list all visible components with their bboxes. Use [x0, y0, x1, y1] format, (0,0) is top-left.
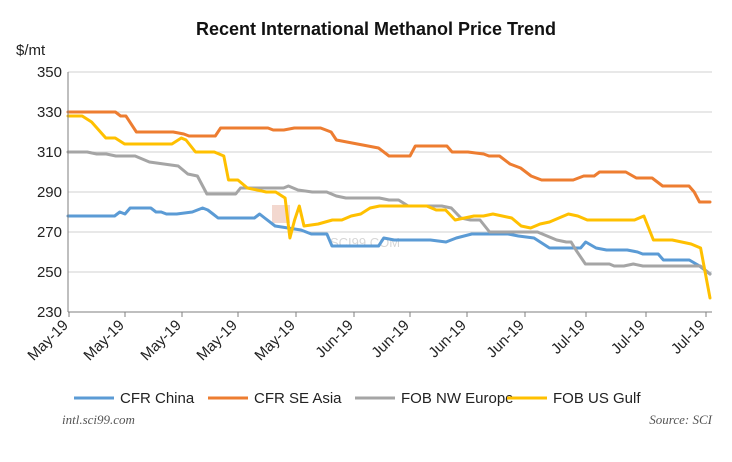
axes — [67, 72, 712, 313]
y-tick-label: 290 — [37, 184, 62, 201]
series-line-cfr-se-asia — [66, 110, 712, 204]
y-tick-label: 310 — [37, 144, 62, 161]
y-tick-label: 270 — [37, 224, 62, 241]
legend-label: CFR SE Asia — [254, 390, 342, 407]
series-line-cfr-china — [66, 206, 712, 276]
y-tick-label: 250 — [37, 264, 62, 281]
y-axis-label: $/mt — [16, 42, 46, 59]
footer-source: Source: SCI — [649, 412, 712, 427]
legend-label: FOB NW Europe — [401, 390, 514, 407]
watermark-text: SCI99.COM — [330, 235, 400, 250]
series-lines — [66, 110, 712, 300]
legend-label: FOB US Gulf — [553, 390, 641, 407]
y-tick-label: 350 — [37, 64, 62, 81]
legend-label: CFR China — [120, 390, 195, 407]
chart-title: Recent International Methanol Price Tren… — [196, 19, 556, 39]
y-tick-labels: 230 250 270 290 310 330 350 — [37, 64, 62, 321]
y-tick-label: 230 — [37, 304, 62, 321]
series-line-fob-us-gulf — [66, 114, 712, 300]
footer-url: intl.sci99.com — [62, 412, 135, 427]
y-tick-label: 330 — [37, 104, 62, 121]
legend: CFR China CFR SE Asia FOB NW Europe FOB US … — [74, 390, 641, 407]
